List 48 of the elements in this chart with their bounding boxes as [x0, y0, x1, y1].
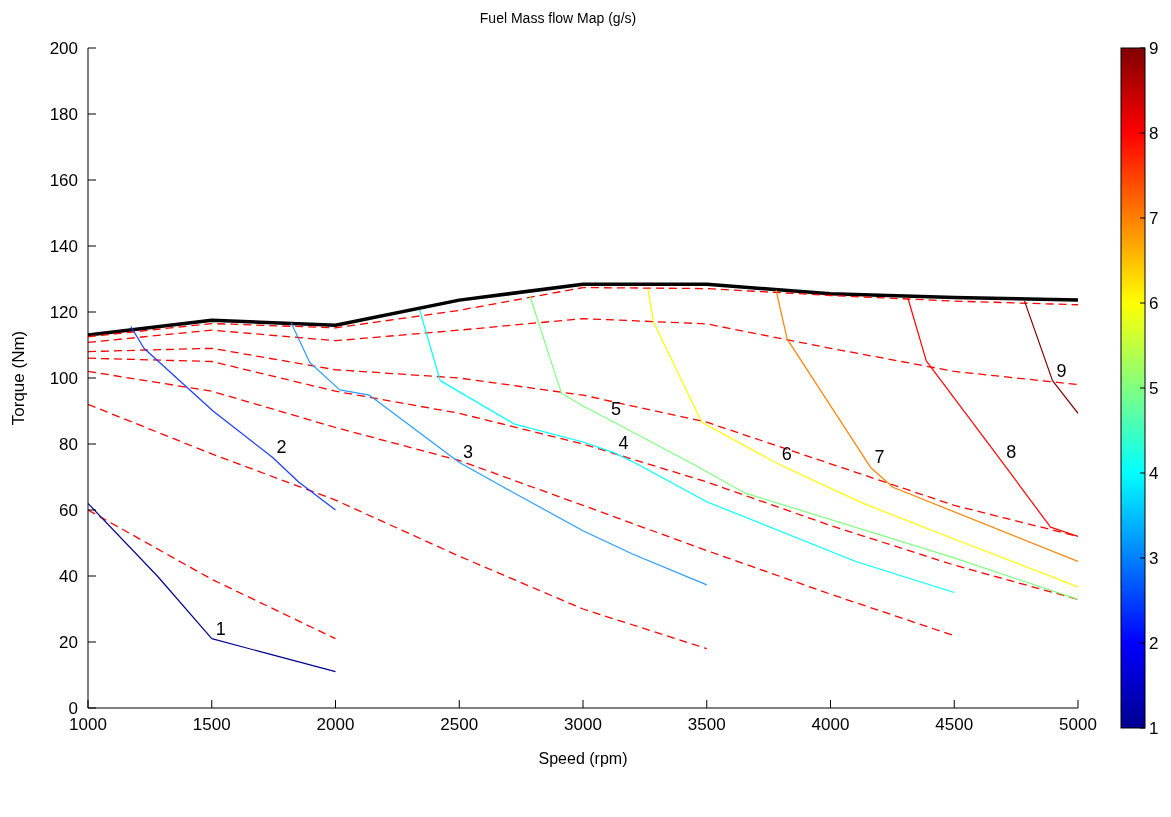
color-bar-label: 7: [1149, 209, 1159, 228]
x-axis-title: Speed (rpm): [538, 750, 628, 767]
color-bar-label: 6: [1149, 294, 1159, 313]
x-tick-label: 4500: [935, 715, 974, 735]
line-series: [88, 502, 337, 673]
x-tick-label: 4000: [811, 715, 850, 735]
y-tick-label: 40: [59, 567, 78, 587]
y-tick-label: 20: [59, 633, 78, 653]
y-axis-title: Torque (Nm): [9, 330, 29, 426]
series-label: 8: [1006, 442, 1017, 463]
series-label: 5: [611, 398, 622, 419]
x-tick-label: 3500: [687, 715, 726, 735]
y-tick-label: 120: [49, 303, 78, 323]
line-series: [529, 294, 1078, 601]
x-tick-label: 5000: [1059, 715, 1097, 735]
y-tick-label: 80: [59, 435, 78, 455]
y-tick-label: 140: [49, 237, 78, 257]
series-label: 4: [618, 432, 629, 453]
color-bar-label: 5: [1149, 379, 1159, 398]
y-tick-label: 180: [49, 105, 78, 125]
color-bar-label: 9: [1149, 39, 1159, 58]
y-tick-label: 200: [49, 39, 78, 59]
line-series: [775, 289, 1078, 563]
color-bar-label: 3: [1149, 549, 1159, 568]
color-bar-label: 4: [1149, 464, 1159, 483]
y-tick-label: 60: [59, 501, 78, 521]
color-bar-label: 2: [1149, 634, 1159, 653]
line-series: [419, 309, 955, 594]
line-series: [647, 288, 1078, 588]
line-series: [88, 370, 955, 637]
line-series: [290, 322, 708, 586]
line-series: [88, 403, 708, 650]
series-label: 6: [781, 443, 792, 464]
color-bar-label: 8: [1149, 124, 1159, 143]
x-tick-label: 2000: [316, 715, 355, 735]
y-tick-label: 160: [49, 171, 78, 191]
line-series: [130, 325, 337, 511]
y-tick-label: 100: [49, 369, 78, 389]
series-label: 9: [1056, 360, 1067, 381]
x-tick-label: 3000: [564, 715, 602, 735]
series-label: 2: [276, 437, 287, 458]
x-tick-label: 1500: [192, 715, 231, 735]
color-bar-label: 1: [1149, 719, 1159, 738]
x-tick-label: 2500: [440, 715, 479, 735]
series-label: 3: [463, 442, 474, 463]
chart-title: Fuel Mass flow Map (g/s): [478, 10, 638, 26]
series-label: 1: [215, 618, 226, 639]
series-label: 7: [874, 447, 885, 468]
